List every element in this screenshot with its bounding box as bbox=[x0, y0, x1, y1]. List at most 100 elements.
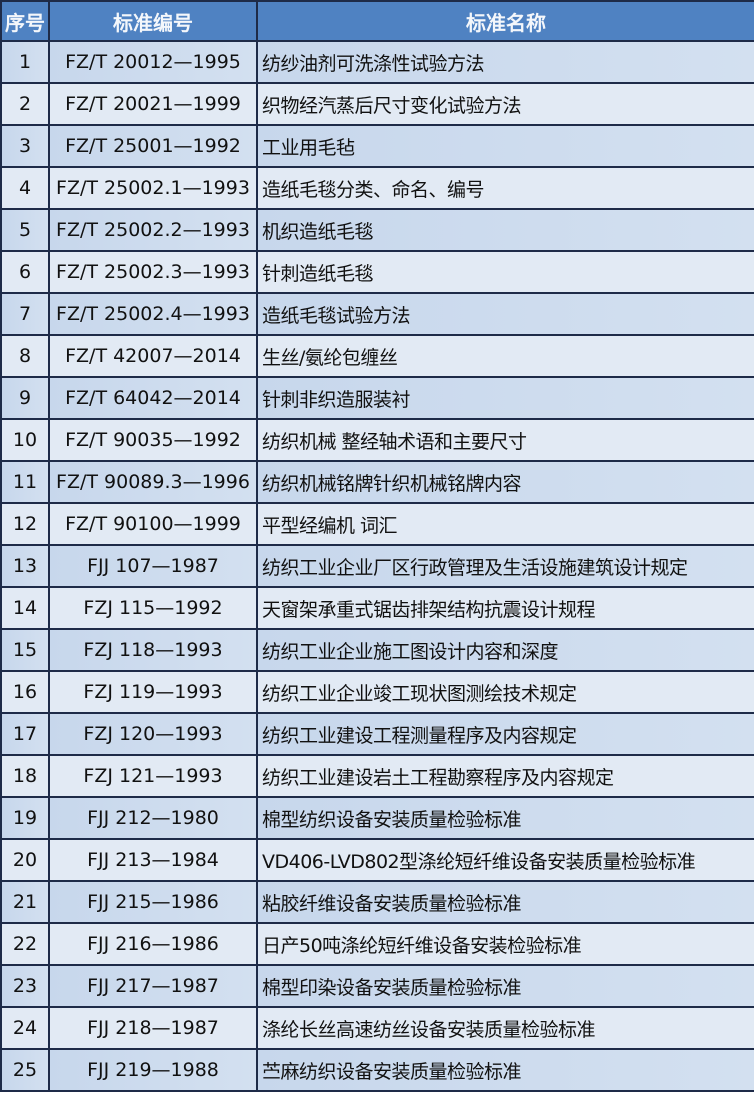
standard-code: FZJ 121—1993 bbox=[48, 754, 258, 798]
row-number: 11 bbox=[0, 460, 50, 504]
row-number: 13 bbox=[0, 544, 50, 588]
row-number: 2 bbox=[0, 82, 50, 126]
table-row: 24 FJJ 218—1987 涤纶长丝高速纺丝设备安装质量检验标准 bbox=[0, 1006, 754, 1050]
row-number: 7 bbox=[0, 292, 50, 336]
row-number: 20 bbox=[0, 838, 50, 882]
row-number: 12 bbox=[0, 502, 50, 546]
table-row: 4 FZ/T 25002.1—1993 造纸毛毯分类、命名、编号 bbox=[0, 166, 754, 210]
table-row: 14 FZJ 115—1992 天窗架承重式锯齿排架结构抗震设计规程 bbox=[0, 586, 754, 630]
table-row: 15 FZJ 118—1993 纺织工业企业施工图设计内容和深度 bbox=[0, 628, 754, 672]
row-number: 18 bbox=[0, 754, 50, 798]
standard-code: FJJ 213—1984 bbox=[48, 838, 258, 882]
standard-code: FZ/T 25001—1992 bbox=[48, 124, 258, 168]
row-number: 14 bbox=[0, 586, 50, 630]
standard-name: 纺织工业建设岩土工程勘察程序及内容规定 bbox=[256, 754, 754, 798]
standard-name: 针刺造纸毛毯 bbox=[256, 250, 754, 294]
standard-name: 机织造纸毛毯 bbox=[256, 208, 754, 252]
table-row: 20 FJJ 213—1984 VD406-LVD802型涤纶短纤维设备安装质量检验… bbox=[0, 838, 754, 882]
standard-name: 工业用毛毡 bbox=[256, 124, 754, 168]
standard-code: FJJ 218—1987 bbox=[48, 1006, 258, 1050]
standard-code: FJJ 107—1987 bbox=[48, 544, 258, 588]
header-name: 标准名称 bbox=[256, 0, 754, 42]
row-number: 19 bbox=[0, 796, 50, 840]
table-row: 9 FZ/T 64042—2014 针刺非织造服装衬 bbox=[0, 376, 754, 420]
standard-code: FJJ 215—1986 bbox=[48, 880, 258, 924]
header-code: 标准编号 bbox=[48, 0, 258, 42]
standard-name: 粘胶纤维设备安装质量检验标准 bbox=[256, 880, 754, 924]
standard-code: FZ/T 90100—1999 bbox=[48, 502, 258, 546]
table-row: 25 FJJ 219—1988 苎麻纺织设备安装质量检验标准 bbox=[0, 1048, 754, 1092]
standard-name: 纺纱油剂可洗涤性试验方法 bbox=[256, 40, 754, 84]
standard-code: FZJ 119—1993 bbox=[48, 670, 258, 714]
table-row: 13 FJJ 107—1987 纺织工业企业厂区行政管理及生活设施建筑设计规定 bbox=[0, 544, 754, 588]
standard-name: 纺织工业企业厂区行政管理及生活设施建筑设计规定 bbox=[256, 544, 754, 588]
row-number: 25 bbox=[0, 1048, 50, 1092]
table-row: 19 FJJ 212—1980 棉型纺织设备安装质量检验标准 bbox=[0, 796, 754, 840]
standard-code: FZ/T 42007—2014 bbox=[48, 334, 258, 378]
standard-name: 纺织工业企业竣工现状图测绘技术规定 bbox=[256, 670, 754, 714]
row-number: 24 bbox=[0, 1006, 50, 1050]
standard-name: 造纸毛毯试验方法 bbox=[256, 292, 754, 336]
table-row: 22 FJJ 216—1986 日产50吨涤纶短纤维设备安装检验标准 bbox=[0, 922, 754, 966]
standard-code: FJJ 217—1987 bbox=[48, 964, 258, 1008]
table-row: 6 FZ/T 25002.3—1993 针刺造纸毛毯 bbox=[0, 250, 754, 294]
row-number: 9 bbox=[0, 376, 50, 420]
standard-code: FZ/T 64042—2014 bbox=[48, 376, 258, 420]
table-row: 11 FZ/T 90089.3—1996 纺织机械铭牌针织机械铭牌内容 bbox=[0, 460, 754, 504]
row-number: 15 bbox=[0, 628, 50, 672]
standard-name: 纺织工业企业施工图设计内容和深度 bbox=[256, 628, 754, 672]
standard-name: 涤纶长丝高速纺丝设备安装质量检验标准 bbox=[256, 1006, 754, 1050]
standard-name: 生丝/氨纶包缠丝 bbox=[256, 334, 754, 378]
table-row: 5 FZ/T 25002.2—1993 机织造纸毛毯 bbox=[0, 208, 754, 252]
standard-name: 棉型印染设备安装质量检验标准 bbox=[256, 964, 754, 1008]
standard-code: FZ/T 20021—1999 bbox=[48, 82, 258, 126]
standard-code: FZJ 118—1993 bbox=[48, 628, 258, 672]
standard-name: 纺织工业建设工程测量程序及内容规定 bbox=[256, 712, 754, 756]
row-number: 1 bbox=[0, 40, 50, 84]
standard-code: FZJ 115—1992 bbox=[48, 586, 258, 630]
table-row: 7 FZ/T 25002.4—1993 造纸毛毯试验方法 bbox=[0, 292, 754, 336]
row-number: 21 bbox=[0, 880, 50, 924]
standard-name: 织物经汽蒸后尺寸变化试验方法 bbox=[256, 82, 754, 126]
standard-code: FZ/T 90035—1992 bbox=[48, 418, 258, 462]
row-number: 16 bbox=[0, 670, 50, 714]
table-row: 16 FZJ 119—1993 纺织工业企业竣工现状图测绘技术规定 bbox=[0, 670, 754, 714]
table-row: 2 FZ/T 20021—1999 织物经汽蒸后尺寸变化试验方法 bbox=[0, 82, 754, 126]
standard-code: FZ/T 25002.3—1993 bbox=[48, 250, 258, 294]
standard-name: 平型经编机 词汇 bbox=[256, 502, 754, 546]
table-row: 10 FZ/T 90035—1992 纺织机械 整经轴术语和主要尺寸 bbox=[0, 418, 754, 462]
header-no: 序号 bbox=[0, 0, 50, 42]
standard-name: 日产50吨涤纶短纤维设备安装检验标准 bbox=[256, 922, 754, 966]
standard-code: FJJ 219—1988 bbox=[48, 1048, 258, 1092]
row-number: 22 bbox=[0, 922, 50, 966]
standard-code: FJJ 216—1986 bbox=[48, 922, 258, 966]
standard-code: FZ/T 20012—1995 bbox=[48, 40, 258, 84]
standard-name: 苎麻纺织设备安装质量检验标准 bbox=[256, 1048, 754, 1092]
standard-code: FJJ 212—1980 bbox=[48, 796, 258, 840]
table-row: 21 FJJ 215—1986 粘胶纤维设备安装质量检验标准 bbox=[0, 880, 754, 924]
table-row: 12 FZ/T 90100—1999 平型经编机 词汇 bbox=[0, 502, 754, 546]
table-row: 1 FZ/T 20012—1995 纺纱油剂可洗涤性试验方法 bbox=[0, 40, 754, 84]
row-number: 23 bbox=[0, 964, 50, 1008]
table-row: 18 FZJ 121—1993 纺织工业建设岩土工程勘察程序及内容规定 bbox=[0, 754, 754, 798]
standard-name: 棉型纺织设备安装质量检验标准 bbox=[256, 796, 754, 840]
standard-code: FZ/T 25002.4—1993 bbox=[48, 292, 258, 336]
standard-code: FZ/T 25002.1—1993 bbox=[48, 166, 258, 210]
table-row: 3 FZ/T 25001—1992 工业用毛毡 bbox=[0, 124, 754, 168]
standard-name: 纺织机械 整经轴术语和主要尺寸 bbox=[256, 418, 754, 462]
row-number: 17 bbox=[0, 712, 50, 756]
row-number: 3 bbox=[0, 124, 50, 168]
row-number: 4 bbox=[0, 166, 50, 210]
row-number: 10 bbox=[0, 418, 50, 462]
standard-name: 针刺非织造服装衬 bbox=[256, 376, 754, 420]
standard-name: 造纸毛毯分类、命名、编号 bbox=[256, 166, 754, 210]
table-row: 23 FJJ 217—1987 棉型印染设备安装质量检验标准 bbox=[0, 964, 754, 1008]
header-row: 序号 标准编号 标准名称 bbox=[0, 0, 754, 42]
row-number: 6 bbox=[0, 250, 50, 294]
table-row: 17 FZJ 120—1993 纺织工业建设工程测量程序及内容规定 bbox=[0, 712, 754, 756]
standard-name: 纺织机械铭牌针织机械铭牌内容 bbox=[256, 460, 754, 504]
standard-name: 天窗架承重式锯齿排架结构抗震设计规程 bbox=[256, 586, 754, 630]
standard-code: FZJ 120—1993 bbox=[48, 712, 258, 756]
standard-name: VD406-LVD802型涤纶短纤维设备安装质量检验标准 bbox=[256, 838, 754, 882]
